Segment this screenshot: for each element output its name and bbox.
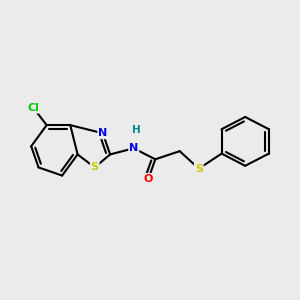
Text: S: S (195, 164, 203, 174)
Text: O: O (144, 174, 153, 184)
Text: N: N (129, 143, 138, 153)
Text: Cl: Cl (27, 103, 39, 112)
Text: N: N (98, 128, 107, 138)
Text: H: H (132, 125, 140, 135)
Text: S: S (91, 162, 99, 172)
